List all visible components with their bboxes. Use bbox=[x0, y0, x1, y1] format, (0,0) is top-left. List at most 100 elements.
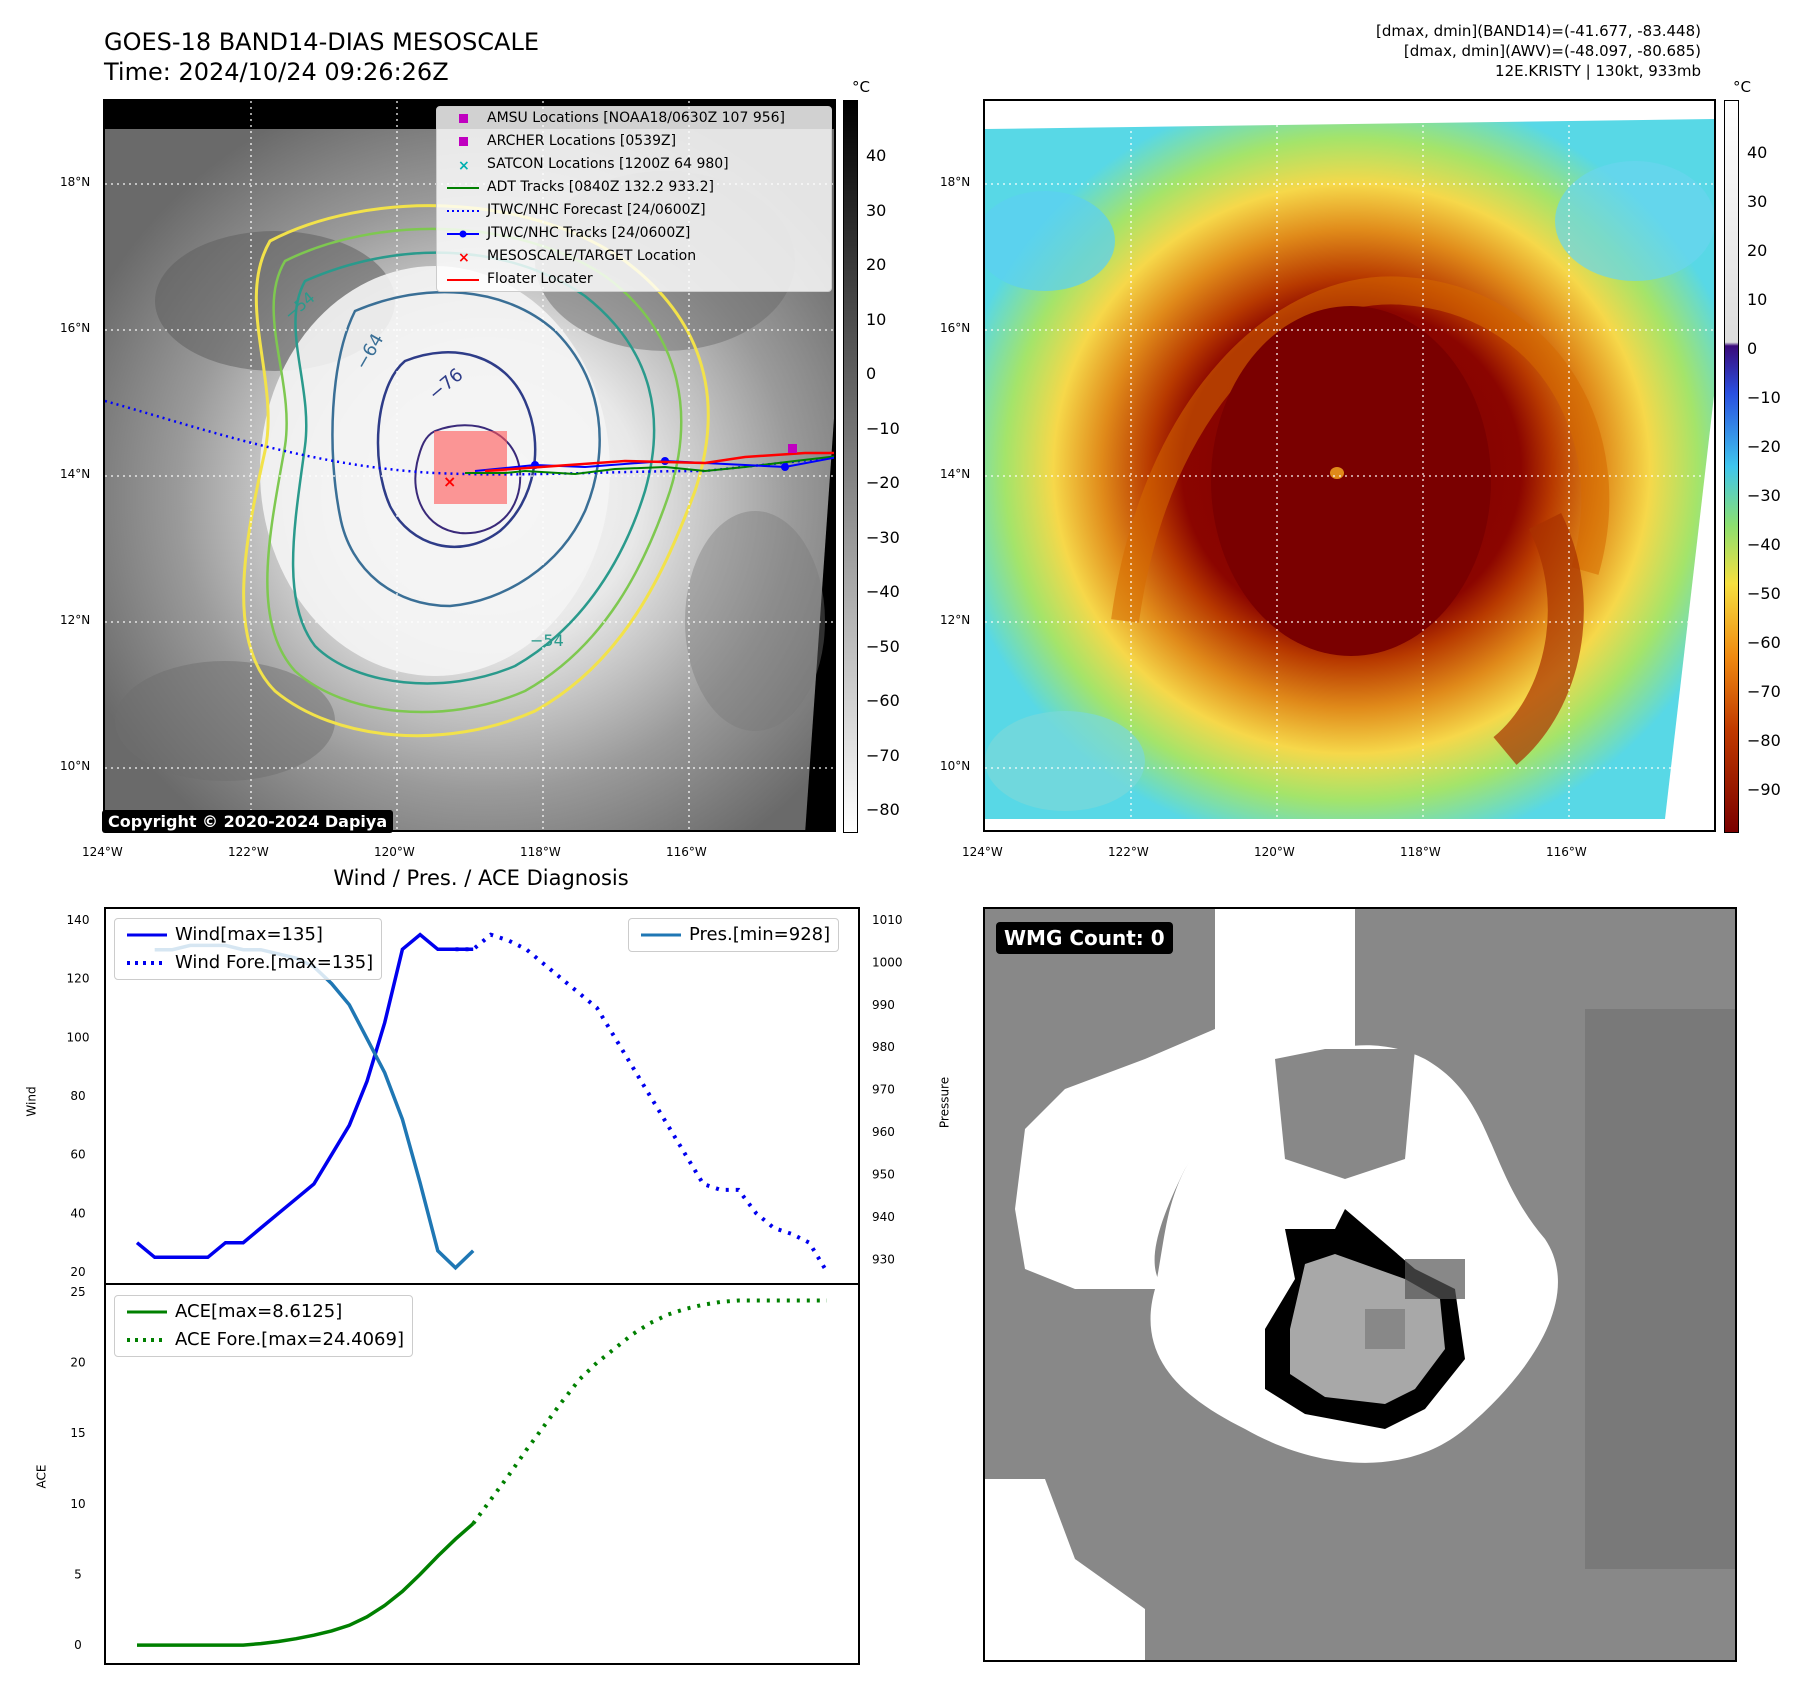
colorbar-tick: −80 bbox=[1747, 731, 1781, 750]
target-location-marker: × bbox=[443, 472, 456, 491]
legend-item-pressure: Pres.[min=928] bbox=[629, 921, 838, 949]
copyright-badge: Copyright © 2020-2024 Dapiya bbox=[102, 810, 394, 833]
amsu-location-marker bbox=[788, 444, 797, 453]
lon-label: 116°W bbox=[1546, 845, 1587, 859]
series-line-0 bbox=[137, 1522, 475, 1647]
ir-grayscale-map: −76 −64 −54 −54 × bbox=[103, 99, 836, 832]
figure-title: GOES-18 BAND14-DIAS MESOSCALE bbox=[104, 28, 540, 56]
y-tick-label: 25 bbox=[70, 1285, 85, 1299]
y-tick-label: 60 bbox=[70, 1148, 85, 1162]
y-tick-label: 40 bbox=[70, 1206, 85, 1220]
ace-series bbox=[137, 1298, 827, 1647]
colorbar-tick: −70 bbox=[866, 745, 900, 765]
y-tick-label: 980 bbox=[872, 1040, 895, 1054]
colorbar-tick: −20 bbox=[866, 473, 900, 492]
adt-track bbox=[465, 455, 834, 476]
series-line-2 bbox=[154, 943, 475, 1271]
series-line-1 bbox=[471, 1298, 827, 1525]
info-line-storm: 12E.KRISTY | 130kt, 933mb bbox=[1495, 62, 1701, 80]
color-colorbar bbox=[1724, 100, 1739, 833]
line-icon bbox=[127, 933, 167, 937]
line-icon bbox=[447, 279, 479, 281]
storm-eye bbox=[1330, 467, 1344, 479]
colorbar-tick: −20 bbox=[1747, 437, 1781, 456]
colorbar-tick: 30 bbox=[1747, 192, 1768, 211]
colorbar-tick: −90 bbox=[1747, 780, 1781, 799]
lat-label: 14°N bbox=[940, 467, 971, 481]
color-cbar-unit: °C bbox=[1733, 78, 1751, 96]
legend-item-archer: ARCHER Locations [0539Z] bbox=[437, 130, 831, 153]
legend-item-ace-forecast: ACE Fore.[max=24.4069] bbox=[115, 1326, 412, 1354]
map-legend: AMSU Locations [NOAA18/0630Z 107 956] AR… bbox=[436, 106, 832, 292]
mesoscale-target-box bbox=[434, 431, 507, 504]
lon-label: 118°W bbox=[1400, 845, 1441, 859]
lon-label: 122°W bbox=[1108, 845, 1149, 859]
colorbar-tick: 10 bbox=[1747, 290, 1768, 309]
colorbar-tick: 20 bbox=[866, 255, 887, 274]
y-tick-label: 940 bbox=[872, 1210, 895, 1224]
colorbar-tick: 10 bbox=[866, 309, 887, 329]
legend-item-satcon: × SATCON Locations [1200Z 64 980] bbox=[437, 153, 831, 176]
wind-y-ticks: 140 120 100 80 60 40 20 bbox=[67, 913, 90, 1279]
line-icon bbox=[127, 1310, 167, 1314]
pressure-legend: Pres.[min=928] bbox=[628, 918, 840, 952]
colorbar-tick: −70 bbox=[1747, 682, 1781, 701]
y-tick-label: 1000 bbox=[872, 955, 903, 969]
map-gridlines bbox=[985, 101, 1714, 830]
wmg-image bbox=[985, 909, 1735, 1660]
line-dot-icon bbox=[447, 230, 479, 238]
lat-label: 18°N bbox=[60, 175, 91, 189]
colorbar-tick: 40 bbox=[1747, 143, 1768, 162]
line-icon bbox=[641, 933, 681, 937]
legend-item-ace: ACE[max=8.6125] bbox=[115, 1298, 412, 1326]
ir-grayscale-image: −76 −64 −54 −54 × bbox=[105, 101, 834, 830]
lat-label: 16°N bbox=[60, 321, 91, 335]
colorbar-tick: −40 bbox=[866, 582, 900, 601]
wmg-panel bbox=[983, 907, 1737, 1662]
square-icon bbox=[459, 114, 468, 123]
contour-label-54b: −54 bbox=[530, 631, 564, 650]
y-tick-label: 1010 bbox=[872, 913, 903, 927]
lat-label: 12°N bbox=[940, 613, 971, 627]
y-tick-label: 930 bbox=[872, 1252, 895, 1266]
colorbar-tick: −50 bbox=[1747, 584, 1781, 603]
series-line-1 bbox=[455, 932, 829, 1274]
lon-label: 116°W bbox=[666, 845, 707, 859]
legend-item-wind-forecast: Wind Fore.[max=135] bbox=[115, 949, 381, 977]
lat-label: 10°N bbox=[940, 759, 971, 773]
lat-label: 10°N bbox=[60, 759, 91, 773]
colorbar-tick: −50 bbox=[866, 636, 900, 656]
wind-axis-label: Wind bbox=[24, 1086, 39, 1117]
y-tick-label: 100 bbox=[67, 1030, 90, 1044]
lon-label: 118°W bbox=[520, 845, 561, 859]
svg-text:×: × bbox=[458, 250, 470, 266]
y-tick-label: 0 bbox=[74, 1638, 82, 1652]
y-tick-label: 120 bbox=[67, 972, 90, 986]
square-icon bbox=[459, 137, 468, 146]
lat-label: 14°N bbox=[60, 467, 91, 481]
legend-item-tracks: JTWC/NHC Tracks [24/0600Z] bbox=[437, 222, 831, 245]
dotted-line-icon bbox=[127, 961, 167, 965]
y-tick-label: 970 bbox=[872, 1083, 895, 1097]
legend-item-target: × MESOSCALE/TARGET Location bbox=[437, 245, 831, 268]
colorbar-tick: −10 bbox=[1747, 388, 1781, 407]
lon-label: 122°W bbox=[228, 845, 269, 859]
wind-legend: Wind[max=135] Wind Fore.[max=135] bbox=[114, 918, 383, 980]
y-tick-label: 20 bbox=[70, 1356, 85, 1370]
lon-label: 124°W bbox=[82, 845, 123, 859]
colorbar-tick: −30 bbox=[866, 527, 900, 547]
colorbar-tick: −40 bbox=[1747, 535, 1781, 554]
series-line-0 bbox=[135, 932, 474, 1260]
y-tick-label: 15 bbox=[70, 1426, 85, 1440]
legend-item-forecast: JTWC/NHC Forecast [24/0600Z] bbox=[437, 199, 831, 222]
line-icon bbox=[447, 187, 479, 189]
colorbar-tick: 0 bbox=[866, 364, 877, 383]
ir-color-map bbox=[983, 99, 1716, 832]
legend-item-floater: Floater Locater bbox=[437, 268, 831, 291]
floater-locater-track bbox=[484, 451, 834, 473]
lat-label: 12°N bbox=[60, 613, 91, 627]
info-line-band14: [dmax, dmin](BAND14)=(-41.677, -83.448) bbox=[1376, 22, 1701, 40]
figure-time: Time: 2024/10/24 09:26:26Z bbox=[104, 58, 449, 86]
ace-plot-frame bbox=[104, 1283, 860, 1665]
x-icon: × bbox=[458, 158, 470, 174]
